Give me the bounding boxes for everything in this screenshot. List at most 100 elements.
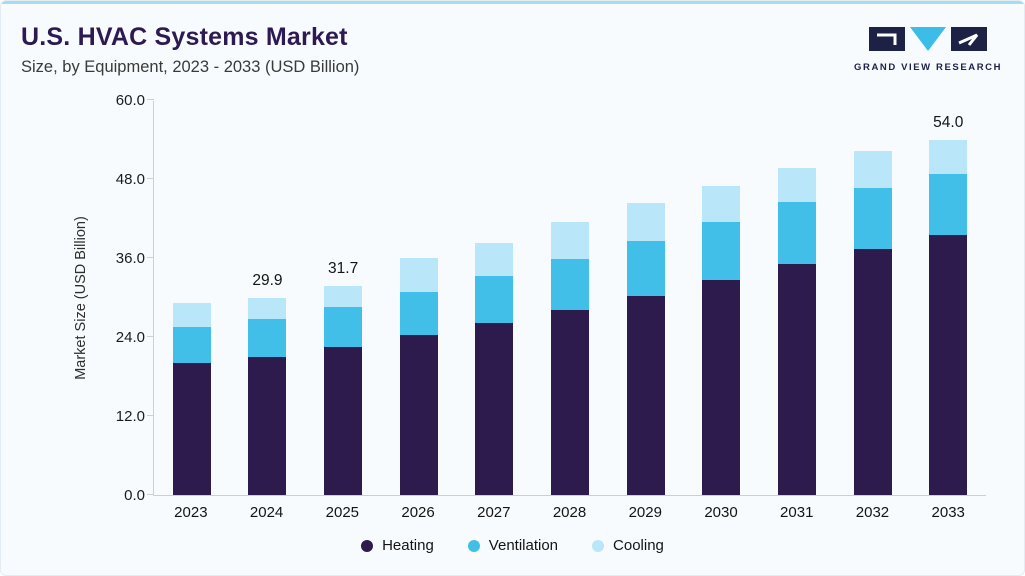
- bar-stack-2032: [853, 151, 892, 495]
- bar-segment-ventilation-2030: [702, 221, 741, 281]
- bar-segment-ventilation-2025: [324, 306, 363, 347]
- legend-label-heating: Heating: [382, 537, 434, 554]
- x-axis-label-2026: 2026: [401, 504, 435, 521]
- x-axis-label-2025: 2025: [325, 504, 360, 521]
- bar-group-2026: [381, 101, 457, 495]
- y-tick-label-24: 24.0: [115, 329, 145, 346]
- bar-group-2024: 29.9: [230, 101, 306, 495]
- y-tick-mark: [147, 99, 154, 100]
- bar-group-2027: [457, 101, 533, 495]
- bar-segment-heating-2031: [777, 263, 816, 495]
- chart-legend: Heating Ventilation Cooling: [1, 537, 1024, 554]
- bar-segment-ventilation-2031: [777, 202, 816, 264]
- bar-segment-heating-2033: [929, 234, 968, 495]
- y-tick-mark: [147, 336, 154, 337]
- bar-stack-2030: [702, 185, 741, 495]
- legend-dot-ventilation: [467, 539, 480, 552]
- brand-logo-text: GRAND VIEW RESEARCH: [854, 62, 1003, 73]
- bar-stack-2025: [324, 286, 363, 495]
- bar-segment-cooling-2032: [853, 151, 892, 189]
- y-axis-title: Market Size (USD Billion): [73, 216, 89, 380]
- bar-segment-ventilation-2029: [626, 240, 665, 296]
- bar-group-2029: [608, 101, 684, 495]
- legend-dot-heating: [361, 539, 374, 552]
- bar-stack-2028: [551, 222, 590, 495]
- y-tick-label-60: 60.0: [115, 92, 145, 109]
- y-axis-tick-labels: 0.0 12.0 24.0 36.0 48.0 60.0: [91, 92, 145, 504]
- bar-segment-cooling-2026: [399, 258, 438, 292]
- plot-area: 29.9 31.7 54.0: [147, 99, 986, 496]
- bar-segment-heating-2023: [172, 363, 211, 495]
- bar-segment-cooling-2029: [626, 203, 665, 241]
- bar-segment-ventilation-2027: [475, 276, 514, 324]
- bar-group-2028: [532, 101, 608, 495]
- bar-segment-cooling-2031: [777, 167, 816, 203]
- bar-segment-cooling-2033: [929, 139, 968, 175]
- page-title: U.S. HVAC Systems Market: [21, 23, 348, 51]
- y-tick-mark: [147, 257, 154, 258]
- bar-segment-cooling-2025: [324, 286, 363, 307]
- bar-segment-heating-2027: [475, 323, 514, 495]
- bar-group-2031: [759, 101, 835, 495]
- bar-value-label-2025: 31.7: [328, 260, 359, 278]
- bar-segment-cooling-2027: [475, 242, 514, 277]
- bar-group-2030: [683, 101, 759, 495]
- x-axis-label-2024: 2024: [249, 504, 284, 521]
- bar-segment-heating-2026: [399, 335, 438, 495]
- y-tick-label-0: 0.0: [124, 487, 145, 504]
- bar-segment-ventilation-2026: [399, 291, 438, 336]
- legend-item-cooling: Cooling: [592, 537, 664, 554]
- legend-item-heating: Heating: [361, 537, 434, 554]
- x-axis-label-2028: 2028: [552, 504, 587, 521]
- bar-stack-2026: [399, 258, 438, 495]
- bar-group-2023: [154, 101, 230, 495]
- bar-stack-2027: [475, 242, 514, 495]
- bar-series-container: 29.9 31.7 54.0: [154, 101, 986, 495]
- x-axis-label-2029: 2029: [628, 504, 662, 521]
- y-tick-mark: [147, 494, 154, 495]
- bar-segment-heating-2025: [324, 346, 363, 495]
- bar-segment-heating-2032: [853, 249, 892, 495]
- brand-logo-icon: [869, 27, 987, 51]
- y-tick-mark: [147, 415, 154, 416]
- bar-segment-cooling-2030: [702, 185, 741, 222]
- bar-segment-heating-2029: [626, 295, 665, 495]
- bar-segment-ventilation-2032: [853, 188, 892, 250]
- x-axis-label-2023: 2023: [174, 504, 208, 521]
- x-axis-label-2027: 2027: [477, 504, 511, 521]
- legend-dot-cooling: [592, 539, 605, 552]
- x-axis-label-2033: 2033: [931, 504, 965, 521]
- bar-stack-2024: [248, 298, 287, 495]
- bar-group-2032: [835, 101, 911, 495]
- bar-segment-ventilation-2023: [172, 327, 211, 364]
- bar-stack-2023: [172, 302, 211, 495]
- y-tick-label-12: 12.0: [115, 408, 145, 425]
- x-axis-label-2031: 2031: [780, 504, 814, 521]
- y-tick-label-48: 48.0: [115, 171, 145, 188]
- bar-group-2033: 54.0: [910, 101, 986, 495]
- bar-value-label-2033: 54.0: [933, 113, 964, 131]
- bar-segment-heating-2024: [248, 356, 287, 495]
- chart-header: U.S. HVAC Systems Market Size, by Equipm…: [21, 23, 359, 77]
- bar-segment-ventilation-2033: [929, 174, 968, 235]
- bar-value-label-2024: 29.9: [252, 272, 283, 290]
- top-accent-line: [1, 1, 1024, 4]
- x-axis-label-2032: 2032: [855, 504, 890, 521]
- legend-item-ventilation: Ventilation: [467, 537, 559, 554]
- bar-segment-ventilation-2028: [551, 259, 590, 311]
- bar-stack-2033: [929, 139, 968, 495]
- bar-stack-2031: [777, 167, 816, 495]
- page-subtitle: Size, by Equipment, 2023 - 2033 (USD Bil…: [21, 58, 360, 76]
- x-axis-labels: 2023 2024 2025 2026 2027 2028 2029 2030 2031 2032…: [153, 504, 986, 521]
- bar-segment-ventilation-2024: [248, 319, 287, 357]
- bar-segment-heating-2028: [551, 310, 590, 495]
- y-tick-label-36: 36.0: [115, 250, 145, 267]
- bar-segment-cooling-2028: [551, 222, 590, 260]
- y-tick-mark: [147, 178, 154, 179]
- bar-stack-2029: [626, 203, 665, 495]
- bar-segment-cooling-2023: [172, 302, 211, 328]
- legend-label-cooling: Cooling: [613, 537, 664, 554]
- legend-label-ventilation: Ventilation: [488, 537, 559, 554]
- bar-segment-heating-2030: [702, 280, 741, 495]
